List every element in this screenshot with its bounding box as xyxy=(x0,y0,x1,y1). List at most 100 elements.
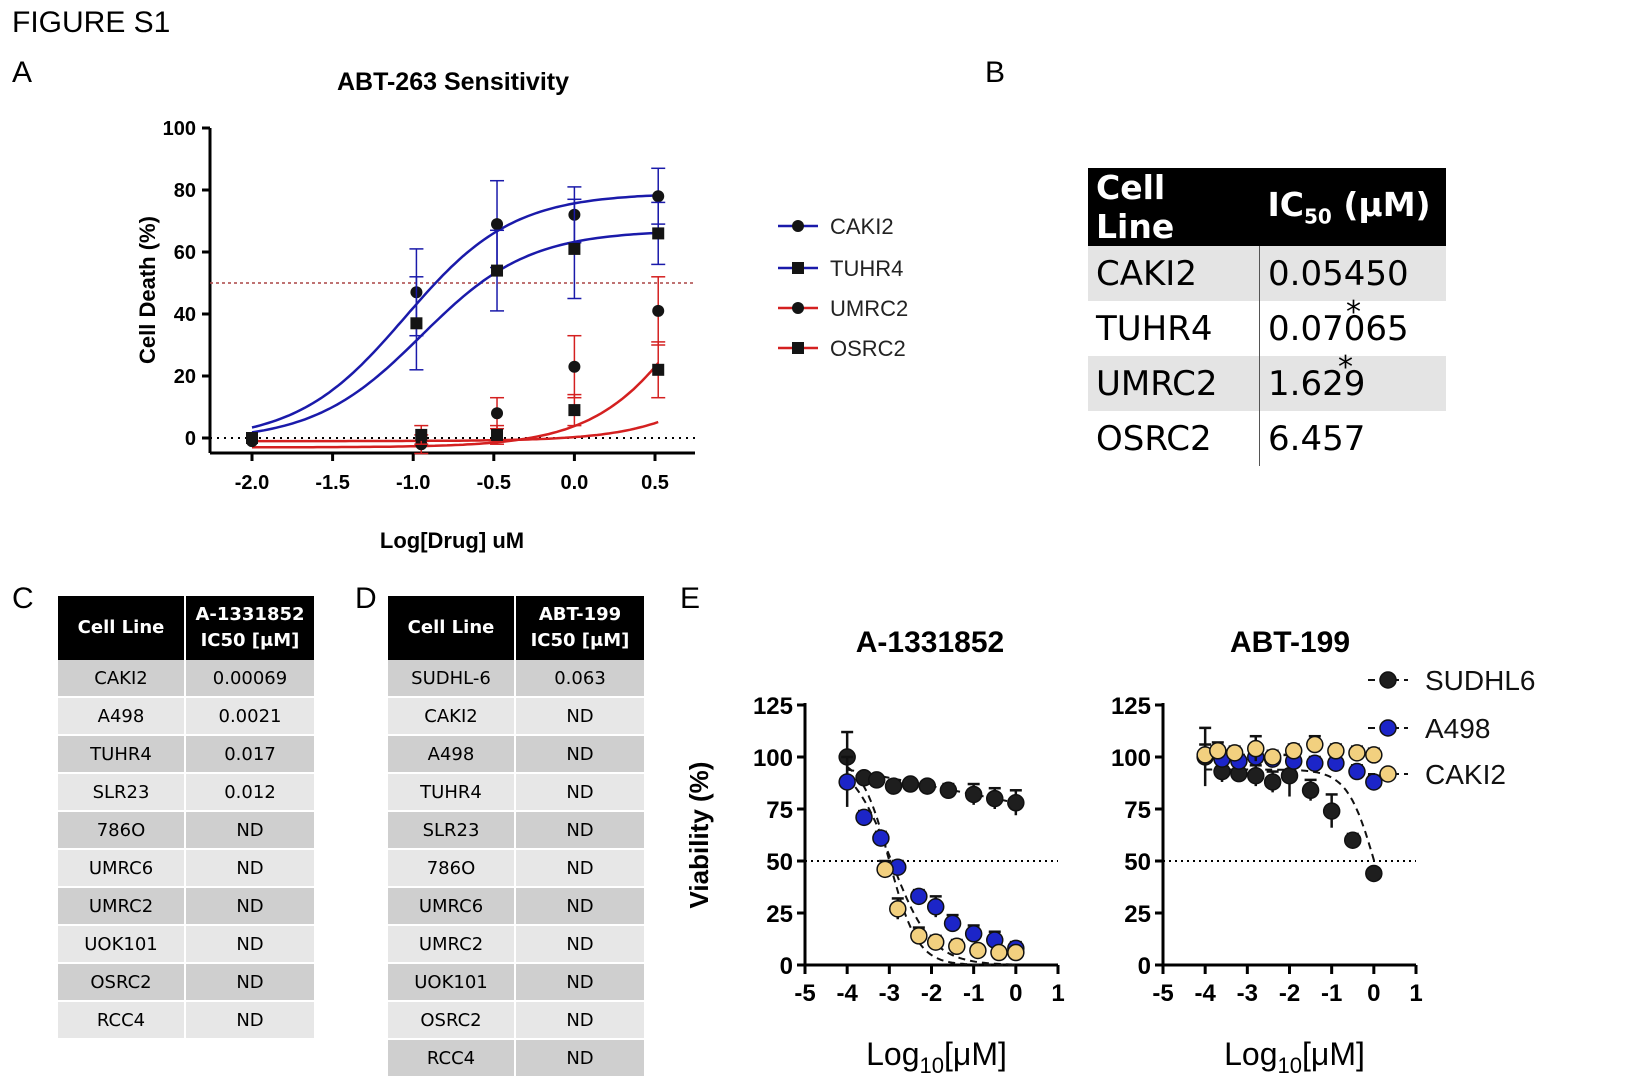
table-row: CAKI2 0.05450 xyxy=(1088,246,1446,301)
data-point-caki2 xyxy=(876,860,894,879)
table-cell-line: RCC4 xyxy=(388,1040,516,1078)
x-axis-title: Log[Drug] uM xyxy=(380,528,524,553)
x-tick-label: -4 xyxy=(836,980,858,1007)
table-row: OSRC2 ND xyxy=(58,964,314,1002)
data-point-caki2 xyxy=(889,900,907,918)
table-cell-ic50: ND xyxy=(186,926,314,964)
x-tick-label: -2 xyxy=(1279,980,1300,1007)
table-cell-line: SLR23 xyxy=(388,812,516,850)
table-d-abt199: Cell Line ABT-199 IC50 [μM] SUDHL-6 0.063 C… xyxy=(388,596,644,1078)
y-tick-label: 100 xyxy=(163,118,196,140)
fit-curve-caki2 xyxy=(251,194,659,429)
table-d-header-ic50: ABT-199 IC50 [μM] xyxy=(516,596,644,660)
y-tick-label: 0 xyxy=(1138,953,1151,980)
x-tick-label: -1 xyxy=(963,980,984,1007)
table-cell-ic50: ND xyxy=(516,736,644,774)
table-b-cell: TUHR4 xyxy=(1088,301,1260,356)
data-point-a498 xyxy=(964,925,983,943)
table-cell-ic50: ND xyxy=(516,698,644,736)
data-point-sudhl6 xyxy=(939,781,958,800)
table-cell-line: UOK101 xyxy=(58,926,186,964)
data-point-tuhr4 xyxy=(652,227,665,240)
data-point-caki2 xyxy=(990,943,1008,962)
table-row: CAKI2 ND xyxy=(388,698,644,736)
x-tick-label: -1.0 xyxy=(396,472,430,494)
table-row: RCC4 ND xyxy=(388,1040,644,1078)
data-point-sudhl6 xyxy=(1280,766,1299,785)
table-row: UMRC2 1.629 * xyxy=(1088,350,1446,411)
table-row: 786O ND xyxy=(388,850,644,888)
chart-a-sensitivity: ABT-263 Sensitivity 0 20 40 60 80 100 -2.0 -1.5 -… xyxy=(135,68,908,553)
table-c-header-ic50: A-1331852 IC50 [μM] xyxy=(186,596,314,660)
y-axis-title: Cell Death (%) xyxy=(135,216,160,364)
table-row: RCC4 ND xyxy=(58,1002,314,1040)
table-row: A498 ND xyxy=(388,736,644,774)
table-cell-line: TUHR4 xyxy=(58,736,186,774)
table-row: TUHR4 0.07065 * xyxy=(1088,295,1446,356)
data-point-caki2 xyxy=(1306,735,1324,754)
legend-label-tuhr4: TUHR4 xyxy=(830,256,903,281)
data-point-sudhl6 xyxy=(964,785,983,804)
data-point-caki2 xyxy=(1209,742,1227,760)
legend-label-caki2: CAKI2 xyxy=(830,214,894,239)
legend-marker xyxy=(1379,671,1397,689)
table-row: OSRC2 6.457 xyxy=(1088,411,1446,466)
data-point-caki2 xyxy=(969,941,987,960)
data-point-a498 xyxy=(855,808,873,827)
table-c-a1331852: Cell Line A-1331852 IC50 [μM] CAKI2 0.0006… xyxy=(58,596,314,1040)
panel-label-e: E xyxy=(680,582,701,615)
table-cell-ic50: 0.0021 xyxy=(186,698,314,736)
y-tick-label: 25 xyxy=(766,901,793,928)
table-row: UMRC6 ND xyxy=(58,850,314,888)
x-axis-title: Log10[μM] xyxy=(1224,1036,1365,1078)
data-point-osrc2 xyxy=(568,404,581,417)
table-d-header-cell-line: Cell Line xyxy=(388,596,516,660)
significance-star: * xyxy=(1338,350,1353,385)
data-point-sudhl6 xyxy=(1301,781,1320,800)
y-tick-label: 50 xyxy=(1124,849,1151,876)
data-point-sudhl6 xyxy=(884,777,903,795)
x-tick-label: -2 xyxy=(921,980,942,1007)
x-tick-label: -3 xyxy=(1237,980,1258,1007)
data-point-tuhr4 xyxy=(410,317,423,330)
table-b-value: 1.629 * xyxy=(1259,350,1446,411)
data-point-osrc2 xyxy=(415,428,428,441)
table-cell-line: CAKI2 xyxy=(388,698,516,736)
legend-label-umrc2: UMRC2 xyxy=(830,296,908,321)
x-tick-label: -4 xyxy=(1194,980,1216,1007)
data-point-caki2 xyxy=(1365,746,1383,764)
chart-e-title: ABT-199 xyxy=(1230,626,1350,659)
y-tick-label: 125 xyxy=(1111,693,1151,720)
panel-label-d: D xyxy=(355,582,377,615)
table-cell-line: UMRC2 xyxy=(388,926,516,964)
panel-label-c: C xyxy=(12,582,34,615)
data-point-sudhl6 xyxy=(901,775,920,793)
y-tick-label: 75 xyxy=(1124,797,1151,824)
table-cell-ic50: ND xyxy=(186,1002,314,1040)
data-point-sudhl6 xyxy=(1247,766,1265,785)
legend-label-caki2: CAKI2 xyxy=(1425,759,1506,790)
table-cell-line: 786O xyxy=(388,850,516,888)
legend-marker xyxy=(792,342,804,354)
table-cell-ic50: ND xyxy=(186,850,314,888)
legend-marker xyxy=(792,220,804,232)
x-tick-label: 0 xyxy=(1009,980,1022,1007)
x-tick-label: 1 xyxy=(1051,980,1064,1007)
y-tick-label: 60 xyxy=(174,242,196,264)
table-b-cell: UMRC2 xyxy=(1088,356,1260,411)
table-cell-ic50: ND xyxy=(186,812,314,850)
table-cell-line: SLR23 xyxy=(58,774,186,812)
table-cell-ic50: ND xyxy=(516,850,644,888)
data-point-a498 xyxy=(943,914,962,933)
table-row: UMRC2 ND xyxy=(388,926,644,964)
x-tick-label: -1 xyxy=(1321,980,1342,1007)
panel-label-b: B xyxy=(985,56,1006,89)
table-b-cell: CAKI2 xyxy=(1088,246,1260,301)
data-point-a498 xyxy=(1365,773,1383,791)
y-tick-label: 125 xyxy=(753,693,793,720)
x-tick-label: -5 xyxy=(794,980,815,1007)
table-row: SLR23 ND xyxy=(388,812,644,850)
data-point-sudhl6 xyxy=(1007,794,1025,812)
table-row: UMRC2 ND xyxy=(58,888,314,926)
table-cell-ic50: ND xyxy=(516,964,644,1002)
